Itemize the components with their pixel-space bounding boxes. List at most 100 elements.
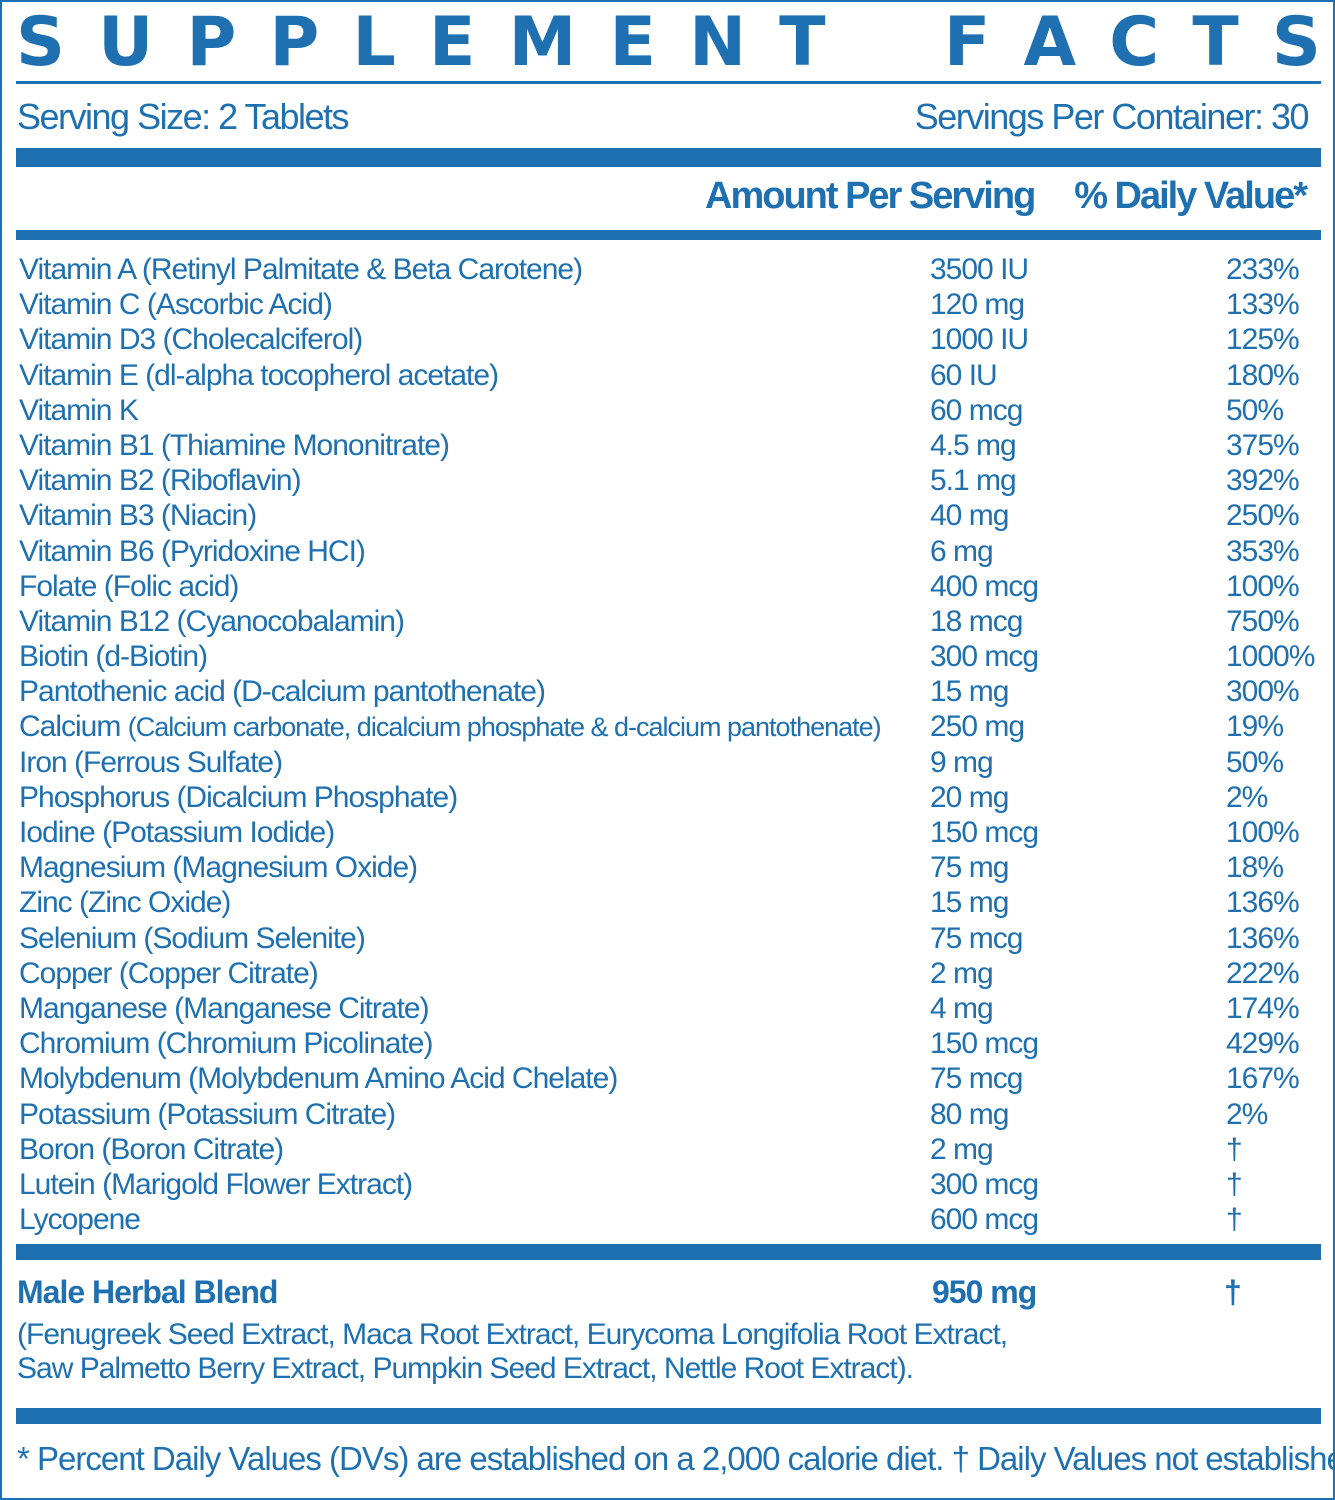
nutrient-row: Potassium (Potassium Citrate) 80 mg 2% xyxy=(19,1097,1319,1132)
nutrient-name: Vitamin B2 (Riboflavin) xyxy=(19,464,302,498)
nutrient-row: Vitamin B2 (Riboflavin) 5.1 mg 392% xyxy=(19,463,1319,498)
footnote: * Percent Daily Values (DVs) are establi… xyxy=(17,1440,1335,1477)
nutrient-daily-value: 100% xyxy=(1226,816,1300,849)
nutrient-name: Vitamin B1 (Thiamine Mononitrate) xyxy=(19,428,450,462)
nutrient-row: Vitamin E (dl-alpha tocopherol acetate) 6… xyxy=(19,358,1319,393)
nutrient-amount: 80 mg xyxy=(930,1097,1009,1131)
title-letter: S xyxy=(1271,3,1321,82)
nutrient-name: Iodine (Potassium Iodide) xyxy=(19,816,335,849)
nutrient-name: Zinc (Zinc Oxide) xyxy=(19,886,231,920)
amount-per-serving-header: Amount Per Serving xyxy=(705,175,1036,217)
nutrient-amount: 75 mcg xyxy=(930,1062,1023,1096)
nutrient-amount: 3500 IU xyxy=(930,253,1029,286)
nutrient-row: Vitamin B1 (Thiamine Mononitrate) 4.5 mg 3… xyxy=(19,428,1319,463)
nutrient-amount: 120 mg xyxy=(930,288,1025,322)
nutrient-name: Copper (Copper Citrate) xyxy=(19,956,319,990)
nutrient-row: Lutein (Marigold Flower Extract) 300 mcg † xyxy=(19,1167,1319,1202)
nutrient-daily-value: 136% xyxy=(1226,921,1300,955)
nutrient-row: Pantothenic acid (D-calcium pantothenate… xyxy=(19,674,1319,709)
nutrient-daily-value: 392% xyxy=(1226,464,1300,498)
nutrient-daily-value: 1000% xyxy=(1226,640,1315,674)
thick-rule-blend xyxy=(16,1244,1321,1260)
nutrient-row: Vitamin B3 (Niacin) 40 mg 250% xyxy=(19,498,1319,533)
title-letter: E xyxy=(609,3,656,82)
nutrient-daily-value: 125% xyxy=(1226,323,1300,357)
nutrient-daily-value: 222% xyxy=(1226,956,1300,990)
nutrient-name: Vitamin B3 (Niacin) xyxy=(19,499,257,533)
title-letter: A xyxy=(1023,3,1077,82)
nutrient-row: Magnesium (Magnesium Oxide) 75 mg 18% xyxy=(19,850,1319,885)
nutrient-daily-value: 167% xyxy=(1226,1062,1300,1096)
thick-rule-top xyxy=(16,148,1321,167)
nutrient-name: Iron (Ferrous Sulfate) xyxy=(19,745,283,779)
title-letter: U xyxy=(98,3,154,82)
nutrient-row: Phosphorus (Dicalcium Phosphate) 20 mg 2% xyxy=(19,780,1319,815)
nutrient-name: Magnesium (Magnesium Oxide) xyxy=(19,851,418,885)
nutrient-daily-value: 250% xyxy=(1226,499,1300,533)
nutrient-daily-value: † xyxy=(1226,1167,1243,1201)
nutrient-row: Vitamin B6 (Pyridoxine HCI) 6 mg 353% xyxy=(19,534,1319,569)
nutrient-daily-value: 19% xyxy=(1226,710,1284,744)
nutrient-row: Vitamin K 60 mcg 50% xyxy=(19,393,1319,428)
nutrient-amount: 75 mg xyxy=(930,851,1009,885)
nutrient-daily-value: 136% xyxy=(1226,886,1300,920)
blend-ingredients: (Fenugreek Seed Extract, Maca Root Extra… xyxy=(17,1318,1008,1386)
nutrient-row: Manganese (Manganese Citrate) 4 mg 174% xyxy=(19,991,1319,1026)
nutrient-name: Vitamin A (Retinyl Palmitate & Beta Caro… xyxy=(19,253,583,286)
nutrient-amount: 300 mcg xyxy=(930,640,1039,674)
nutrient-name: Vitamin B12 (Cyanocobalamin) xyxy=(19,604,405,638)
nutrient-name: Selenium (Sodium Selenite) xyxy=(19,921,366,955)
nutrient-daily-value: 174% xyxy=(1226,991,1300,1025)
nutrient-row: Vitamin A (Retinyl Palmitate & Beta Caro… xyxy=(19,252,1319,287)
nutrient-row: Vitamin B12 (Cyanocobalamin) 18 mcg 750% xyxy=(19,604,1319,639)
title-letter: N xyxy=(689,3,746,82)
nutrient-row: Iron (Ferrous Sulfate) 9 mg 50% xyxy=(19,745,1319,780)
nutrient-daily-value: 180% xyxy=(1226,358,1300,392)
nutrient-name: Molybdenum (Molybdenum Amino Acid Chelat… xyxy=(19,1062,618,1096)
blend-amount: 950 mg xyxy=(932,1274,1037,1310)
nutrient-name: Phosphorus (Dicalcium Phosphate) xyxy=(19,780,458,814)
nutrient-daily-value: † xyxy=(1226,1203,1243,1237)
nutrient-amount: 20 mg xyxy=(930,780,1009,814)
nutrient-daily-value: 300% xyxy=(1226,675,1300,709)
nutrient-name: Calcium (Calcium carbonate, dicalcium ph… xyxy=(19,710,882,744)
title-letter: T xyxy=(1192,3,1239,82)
thick-rule-bottom xyxy=(16,1408,1321,1424)
nutrient-name: Pantothenic acid (D-calcium pantothenate… xyxy=(19,675,546,709)
nutrient-row: Folate (Folic acid) 400 mcg 100% xyxy=(19,569,1319,604)
title-letter: P xyxy=(269,3,320,82)
nutrient-name: Potassium (Potassium Citrate) xyxy=(19,1097,396,1131)
nutrient-daily-value: 2% xyxy=(1226,780,1268,814)
nutrient-row: Boron (Boron Citrate) 2 mg † xyxy=(19,1132,1319,1167)
nutrient-row: Zinc (Zinc Oxide) 15 mg 136% xyxy=(19,885,1319,920)
nutrient-row: Vitamin C (Ascorbic Acid) 120 mg 133% xyxy=(19,287,1319,322)
nutrient-name: Chromium (Chromium Picolinate) xyxy=(19,1027,433,1061)
nutrient-daily-value: 133% xyxy=(1226,288,1300,322)
nutrient-name: Vitamin C (Ascorbic Acid) xyxy=(19,288,333,322)
nutrient-row: Selenium (Sodium Selenite) 75 mcg 136% xyxy=(19,921,1319,956)
nutrient-daily-value: 100% xyxy=(1226,569,1300,603)
title-letter: M xyxy=(508,3,577,82)
nutrient-amount: 5.1 mg xyxy=(930,464,1017,498)
title-letter: E xyxy=(429,3,476,82)
nutrient-row: Biotin (d-Biotin) 300 mcg 1000% xyxy=(19,639,1319,674)
nutrient-name: Biotin (d-Biotin) xyxy=(19,640,208,674)
nutrient-name: Vitamin E (dl-alpha tocopherol acetate) xyxy=(19,358,499,392)
title-letter: T xyxy=(779,3,826,82)
nutrient-amount: 4 mg xyxy=(930,991,994,1025)
title-letter: F xyxy=(943,3,991,82)
blend-daily-value: † xyxy=(1224,1274,1242,1310)
nutrient-amount: 250 mg xyxy=(930,710,1025,744)
nutrient-amount: 60 mcg xyxy=(930,393,1023,427)
nutrient-row: Vitamin D3 (Cholecalciferol) 1000 IU 125% xyxy=(19,322,1319,357)
nutrient-name: Manganese (Manganese Citrate) xyxy=(19,991,430,1025)
nutrient-name: Boron (Boron Citrate) xyxy=(19,1132,284,1166)
nutrient-daily-value: 375% xyxy=(1226,428,1300,462)
nutrient-amount: 400 mcg xyxy=(930,569,1039,603)
blend-name: Male Herbal Blend xyxy=(17,1274,278,1310)
nutrient-name: Vitamin K xyxy=(19,393,139,427)
nutrient-list: Vitamin A (Retinyl Palmitate & Beta Caro… xyxy=(19,252,1319,1237)
nutrient-amount: 600 mcg xyxy=(930,1203,1039,1237)
